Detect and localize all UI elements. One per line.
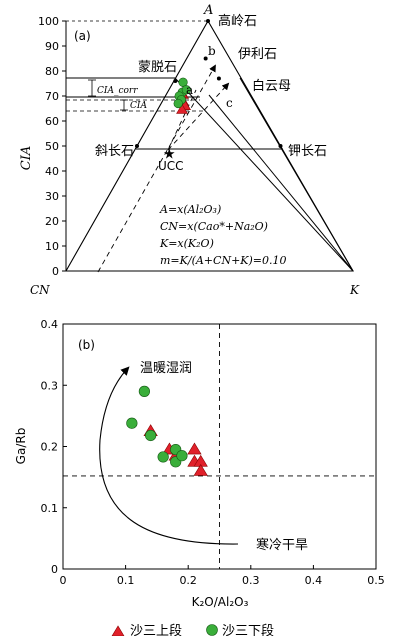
corner-left-label: CN <box>30 283 50 297</box>
mineral-point <box>203 56 208 61</box>
x-tick-label: 0.3 <box>242 574 260 587</box>
mineral-point <box>206 19 210 23</box>
cia-tick-label: 90 <box>45 40 59 53</box>
cia-tick-label: 10 <box>45 240 59 253</box>
formula-cn: CN=x(Cao*+Na₂O) <box>160 220 268 233</box>
cia-corr-range-label: CIA_corr <box>97 86 138 96</box>
mineral-point <box>278 144 283 148</box>
mineral-point <box>216 76 221 81</box>
trend-line-b <box>97 64 216 273</box>
scatter-data-points <box>126 385 208 476</box>
guide-label-a: a <box>186 83 193 97</box>
legend-label-lower: 沙三下段 <box>222 624 274 636</box>
y-tick-label: 0.1 <box>41 502 59 515</box>
arrow-label-cold-arid: 寒冷干旱 <box>256 537 308 553</box>
y-tick-label: 0.2 <box>41 441 59 454</box>
legend-triangle-marker <box>111 625 125 636</box>
mineral-point <box>173 79 178 83</box>
formula-k: K=x(K₂O) <box>159 237 214 250</box>
formula-m: m=K/(A+CN+K)=0.10 <box>160 254 287 267</box>
cia-tick-label: 40 <box>45 165 59 178</box>
mineral-label-illite: 伊利石 <box>238 47 277 62</box>
trend-arrow <box>99 366 239 545</box>
x-tick-label: 0 <box>60 574 67 587</box>
cia-tick-label: 60 <box>45 115 59 128</box>
cia-ticks: 0 10 20 30 40 50 60 70 80 90 100 <box>38 15 66 278</box>
ternary-triangle-point <box>176 103 188 114</box>
apex-top-label: A <box>203 3 213 18</box>
y-tick-label: 0.4 <box>41 318 59 331</box>
threshold-lines <box>63 324 376 569</box>
mineral-point <box>135 144 139 148</box>
scatter-circle-point <box>145 429 157 442</box>
ternary-circle-point <box>181 85 191 95</box>
mineral-label-kaolinite: 高岭石 <box>218 13 257 29</box>
scatter-circle-point <box>176 450 188 462</box>
guide-label-b: b <box>208 44 216 58</box>
y-tick-label: 0 <box>51 563 58 576</box>
cia-tick-label: 70 <box>45 90 59 103</box>
ucc-star-marker: ★ <box>163 147 176 163</box>
scatter-panel-b: 0 0.1 0.2 0.3 0.4 0.5 0 0.1 0.2 0.3 0.4 (b) 温暖湿润 寒… <box>14 318 385 609</box>
panel-a-label: (a) <box>74 29 91 43</box>
guide-label-c: c <box>226 96 233 110</box>
legend-label-upper: 沙三上段 <box>130 624 182 636</box>
mineral-points: ★ <box>135 19 283 163</box>
cia-tick-label: 100 <box>38 15 59 28</box>
x-tick-label: 0.1 <box>117 574 135 587</box>
ternary-data-points <box>173 77 192 114</box>
ternary-circle-point <box>173 98 183 109</box>
scatter-circle-point <box>138 385 150 397</box>
arrow-label-warm-humid: 温暖湿润 <box>140 361 192 376</box>
mineral-label-plagioclase: 斜长石 <box>95 144 134 159</box>
x-axis-label: K₂O/Al₂O₃ <box>192 595 249 609</box>
ternary-frame <box>65 19 354 273</box>
mineral-label-kfeldspar: 钾长石 <box>288 144 327 159</box>
mineral-label-smectite: 蒙脱石 <box>138 60 177 75</box>
scatter-ticks: 0 0.1 0.2 0.3 0.4 0.5 0 0.1 0.2 0.3 0.4 <box>41 318 385 587</box>
mineral-label-muscovite: 白云母 <box>252 78 291 94</box>
cia-tick-label: 50 <box>45 140 59 153</box>
panel-b-label: (b) <box>78 338 95 352</box>
cia-axis-label: CIA <box>19 146 34 170</box>
cia-tick-label: 80 <box>45 65 59 78</box>
trend-line-a <box>167 89 197 151</box>
y-tick-label: 0.3 <box>41 379 59 392</box>
cia-tick-label: 0 <box>52 265 59 278</box>
legend-circle-marker <box>206 624 218 636</box>
x-tick-label: 0.4 <box>305 574 323 587</box>
y-axis-label: Ga/Rb <box>14 428 28 465</box>
cia-tick-label: 30 <box>45 190 59 203</box>
cia-tick-label: 20 <box>45 215 59 228</box>
cia-range-label: CIA <box>130 101 147 111</box>
formula-a: A=x(Al₂O₃) <box>159 203 221 216</box>
trend-line-c <box>167 82 230 151</box>
x-tick-label: 0.2 <box>179 574 197 587</box>
ucc-label: UCC <box>158 159 184 173</box>
legend: 沙三上段 沙三下段 <box>111 624 274 636</box>
scatter-circle-point <box>157 451 169 463</box>
scatter-triangle-point <box>193 463 208 476</box>
muscovite-k-line <box>208 94 354 272</box>
x-tick-label: 0.5 <box>367 574 385 587</box>
corner-right-label: K <box>349 283 360 297</box>
scatter-triangle-point <box>187 442 202 455</box>
scatter-circle-point <box>126 417 138 429</box>
illite-k-line <box>239 77 354 272</box>
